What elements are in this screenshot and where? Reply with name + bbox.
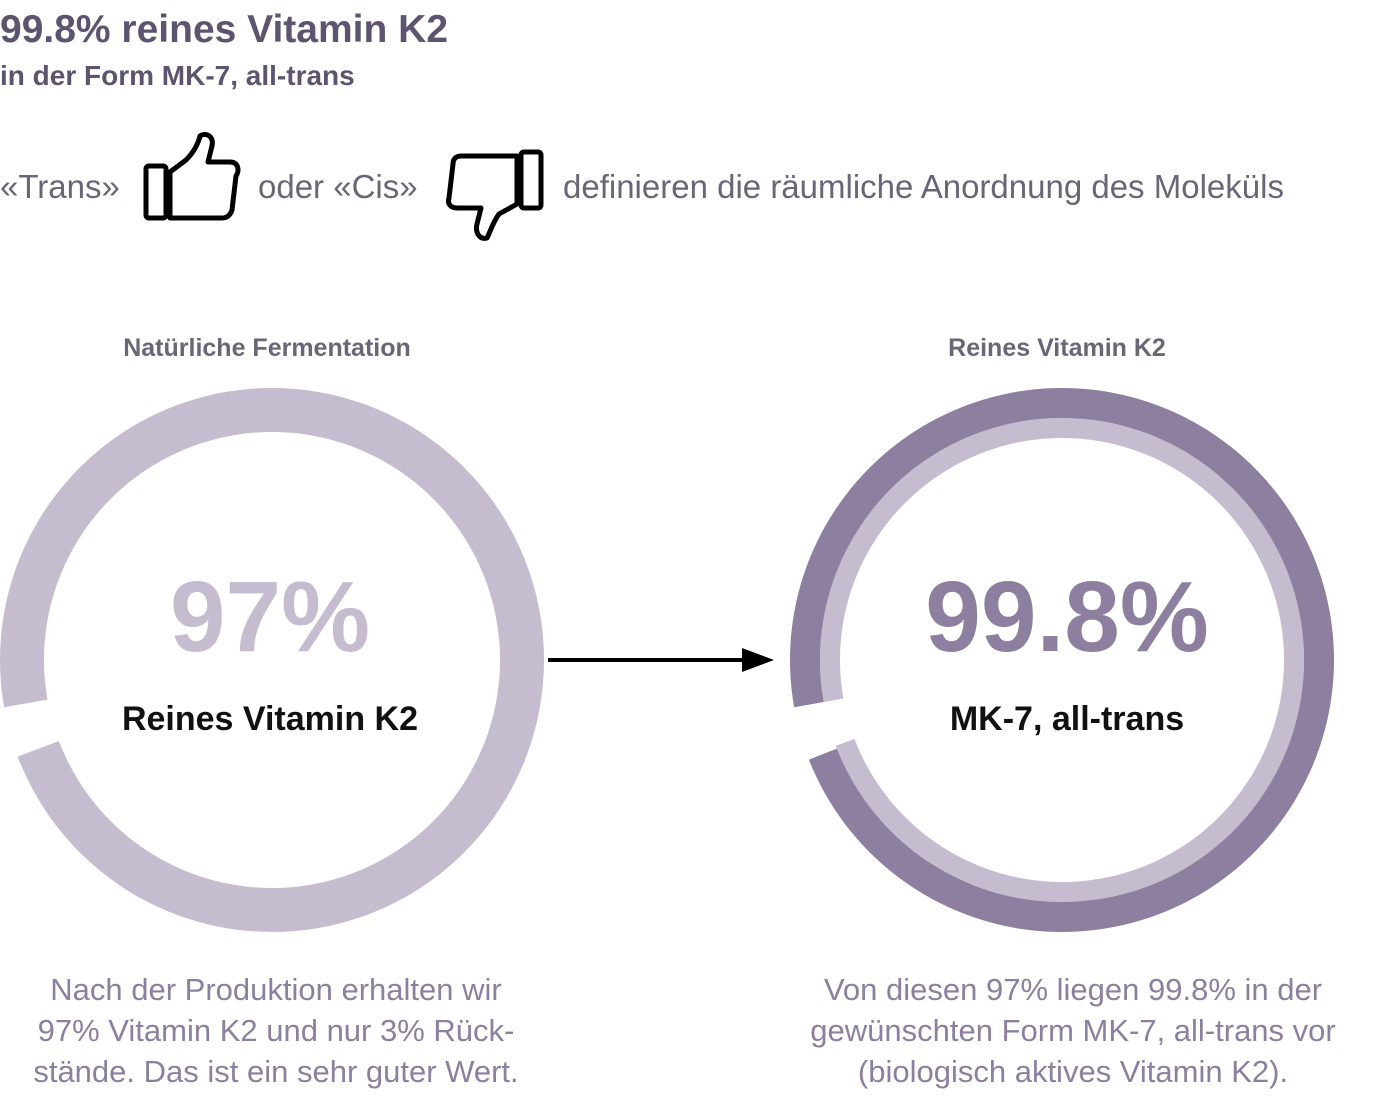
arrow-head-icon [742,648,774,672]
legend-trans-label: «Trans» [0,168,120,205]
left-chart-title: Natürliche Fermentation [123,334,411,362]
left-caption: Nach der Produktion erhalten wir 97% Vit… [0,969,552,1092]
right-caption-line: (biologisch aktives Vitamin K2). [857,1054,1289,1089]
left-caption-line: Nach der Produktion erhalten wir [50,972,502,1007]
left-center-label: Reines Vitamin K2 [121,700,419,738]
right-caption-line: Von diesen 97% liegen 99.8% in der [823,972,1323,1007]
legend-cis-label: oder «Cis» [258,168,418,205]
right-percentage: 99.8% [925,561,1209,673]
legend-description: definieren die räumliche Anordnung des M… [563,168,1284,205]
thumbs-up-icon [142,130,242,231]
right-chart-title: Reines Vitamin K2 [948,334,1166,362]
right-caption-line: gewünschten Form MK-7, all-trans vor [810,1013,1336,1048]
page-subtitle: in der Form MK-7, all-trans [0,60,355,91]
arrow-connector [548,648,774,672]
left-percentage: 97% [169,561,371,673]
right-caption: Von diesen 97% liegen 99.8% in der gewün… [790,969,1356,1092]
right-center-label: MK-7, all-trans [949,700,1185,738]
thumbs-down-icon [445,148,545,249]
left-caption-line: 97% Vitamin K2 und nur 3% Rück- [37,1013,515,1048]
page-title: 99.8% reines Vitamin K2 [0,8,449,51]
left-caption-line: stände. Das ist ein sehr guter Wert. [33,1054,519,1089]
